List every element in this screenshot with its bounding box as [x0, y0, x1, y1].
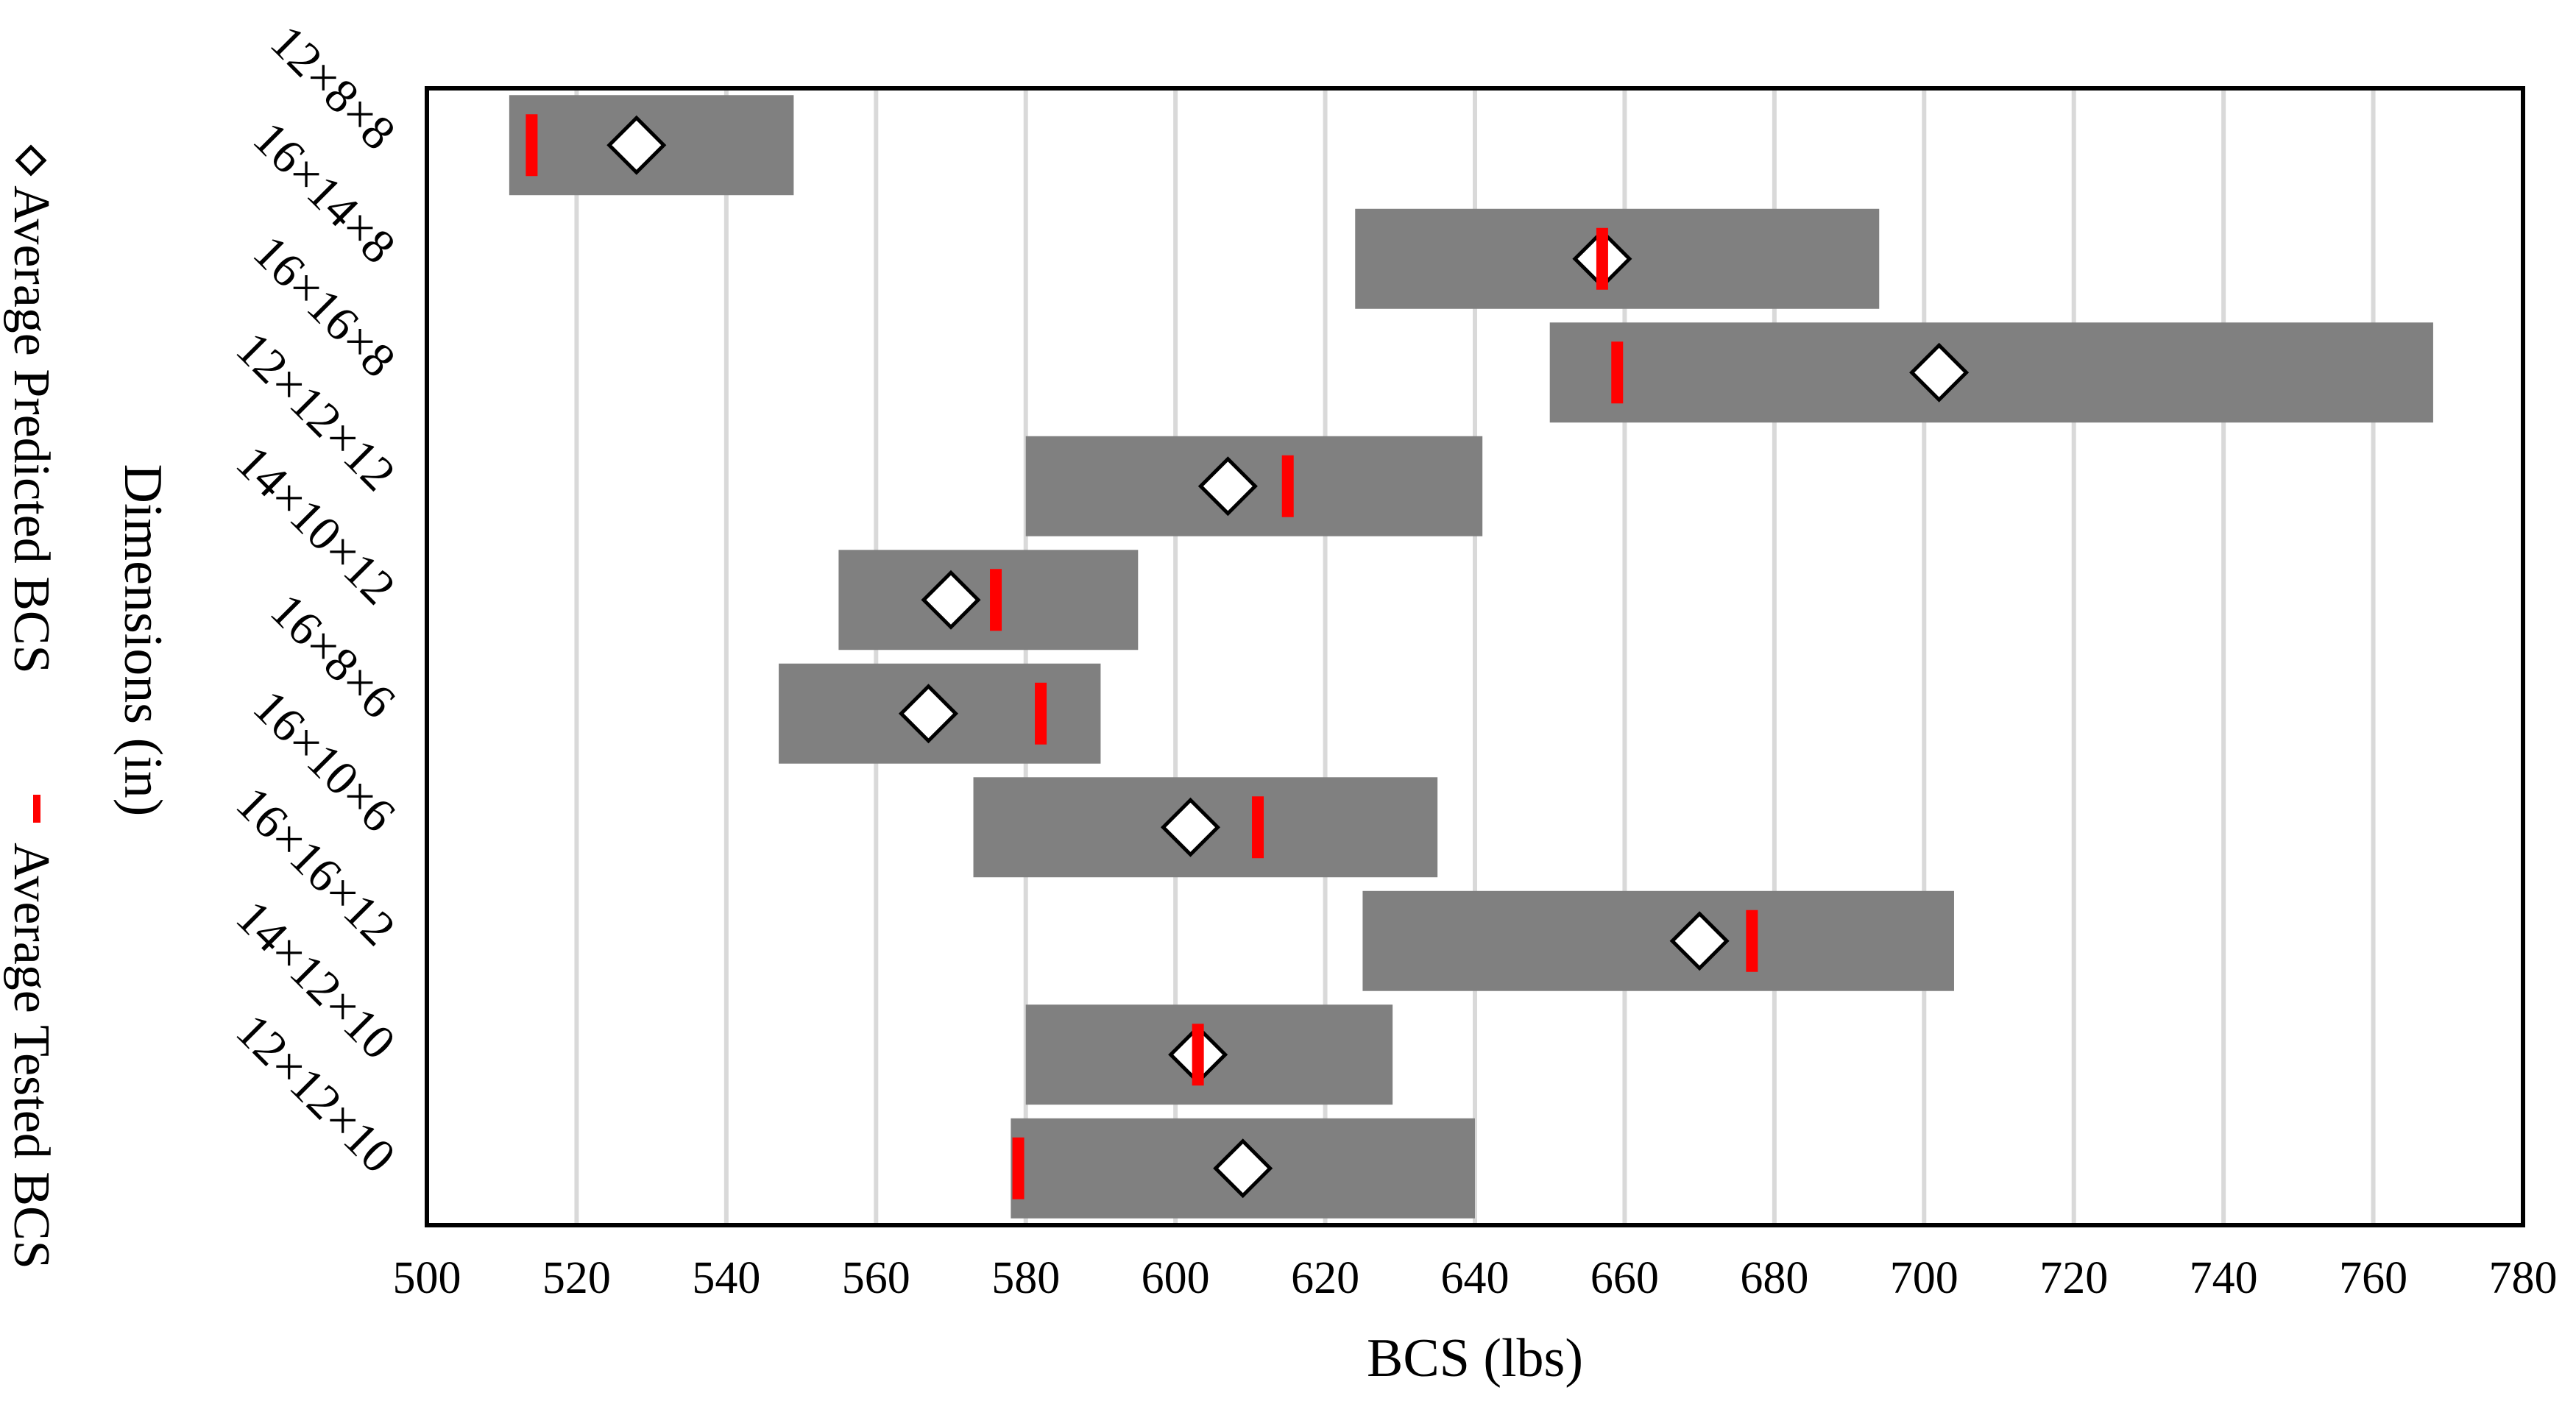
- x-tick-label: 660: [1590, 1253, 1659, 1303]
- tested-red-marker: [1596, 227, 1608, 290]
- x-tick-label: 760: [2339, 1253, 2407, 1303]
- plot-area-frame: [425, 86, 2525, 1227]
- x-tick-label: 620: [1291, 1253, 1359, 1303]
- legend-diamond-icon: [15, 144, 47, 177]
- predicted-diamond-marker: [1909, 342, 1970, 403]
- legend: Average Predicted BCS Average Tested BCS: [3, 144, 60, 1269]
- tested-red-marker: [1192, 1024, 1204, 1086]
- x-tick-label: 600: [1142, 1253, 1210, 1303]
- range-bars: [509, 95, 2433, 1219]
- range-bar: [838, 550, 1139, 650]
- legend-item-predicted: Average Predicted BCS: [3, 144, 60, 674]
- predicted-diamond-marker: [921, 570, 981, 630]
- x-tick-label: 560: [842, 1253, 910, 1303]
- tested-red-marker: [526, 114, 538, 177]
- x-tick-label: 520: [542, 1253, 611, 1303]
- predicted-diamond-marker: [606, 115, 667, 175]
- predicted-diamond-marker: [1160, 797, 1221, 857]
- x-tick-labels: 500 520 540 560 580 600 620 640 660 680 700 720 740 7…: [393, 1253, 2558, 1303]
- legend-label-predicted: Average Predicted BCS: [3, 185, 60, 674]
- legend-item-tested: Average Tested BCS: [3, 795, 60, 1269]
- x-tick-label: 540: [692, 1253, 760, 1303]
- x-tick-label: 580: [991, 1253, 1060, 1303]
- x-tick-label: 680: [1740, 1253, 1808, 1303]
- x-tick-label: 640: [1441, 1253, 1510, 1303]
- tested-red-marker: [1035, 682, 1047, 745]
- legend-label-tested: Average Tested BCS: [3, 843, 60, 1269]
- predicted-diamond-marker: [1213, 1138, 1273, 1199]
- x-tick-label: 700: [1890, 1253, 1958, 1303]
- tested-red-marker: [1012, 1137, 1025, 1199]
- predicted-diamond-marker: [898, 684, 959, 744]
- legend-red-dash-icon: [33, 795, 40, 823]
- predicted-diamond-marker: [1669, 911, 1730, 971]
- range-bar: [1362, 890, 1954, 991]
- tested-red-marker: [1746, 910, 1758, 972]
- x-tick-label: 720: [2039, 1253, 2108, 1303]
- x-tick-label: 780: [2489, 1253, 2558, 1303]
- tested-red-marker: [990, 569, 1002, 631]
- tested-red-marker: [1281, 455, 1294, 517]
- tested-red-marker: [1252, 796, 1264, 859]
- y-axis-title: Dimensions (in): [113, 464, 173, 817]
- x-tick-label: 500: [393, 1253, 461, 1303]
- x-tick-label: 740: [2190, 1253, 2258, 1303]
- y-tick-labels: 12×8×816×14×816×16×812×12×1214×10×1216×8…: [226, 15, 406, 1183]
- tested-red-marker: [1611, 341, 1624, 404]
- range-bar: [1549, 322, 2433, 423]
- predicted-diamond-marker: [1197, 456, 1258, 517]
- markers: [526, 114, 1970, 1199]
- gridlines: [574, 88, 2376, 1225]
- x-axis-title: BCS (lbs): [1367, 1328, 1583, 1389]
